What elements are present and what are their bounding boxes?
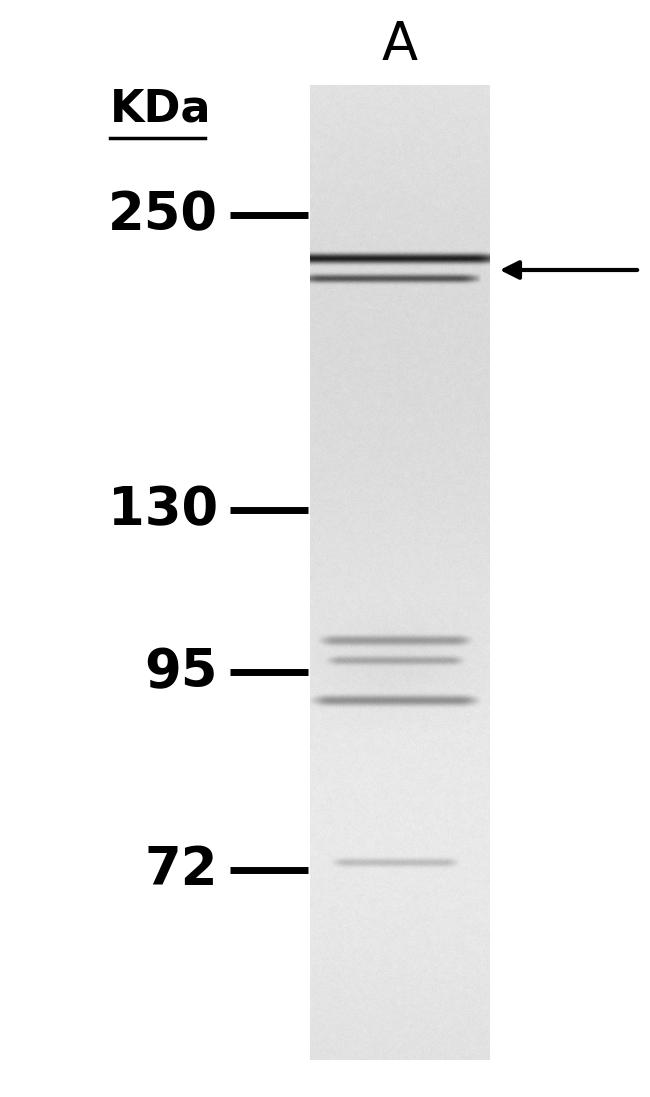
- Text: 130: 130: [108, 484, 218, 536]
- Text: A: A: [382, 19, 418, 71]
- Text: 95: 95: [144, 646, 218, 698]
- Text: 250: 250: [108, 189, 218, 241]
- Text: 72: 72: [144, 844, 218, 896]
- Text: KDa: KDa: [110, 87, 211, 131]
